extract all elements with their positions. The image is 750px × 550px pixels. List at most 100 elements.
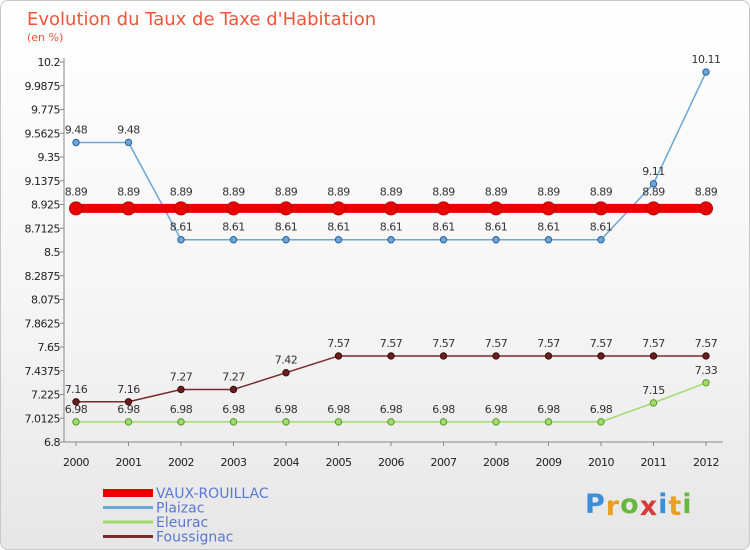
data-point-eleurac [72,418,80,426]
data-label-plaizac: 8.61 [222,221,245,234]
data-label-eleurac: 6.98 [590,403,613,416]
data-label-vaux-rouillac: 8.89 [432,185,455,198]
data-label-foussignac: 7.27 [170,370,193,383]
data-label-vaux-rouillac: 8.89 [327,185,350,198]
data-point-foussignac [544,352,553,360]
data-label-vaux-rouillac: 8.89 [590,185,613,198]
data-label-eleurac: 6.98 [65,403,88,416]
chart-subtitle: (en %) [27,31,63,44]
data-point-vaux-rouillac [331,201,346,216]
data-point-eleurac [334,418,343,426]
data-point-eleurac [387,418,395,426]
logo-letter: P [585,489,606,520]
data-label-vaux-rouillac: 8.89 [117,185,140,198]
axes: 10.2 9.9875 9.775 9.5625 9.35 9.1375 8.925 8.71… [25,56,723,469]
data-label-plaizac: 8.61 [327,221,350,234]
logo-letter: i [658,489,669,520]
data-label-foussignac: 7.16 [117,383,140,396]
data-point-vaux-rouillac [226,201,241,216]
data-label-plaizac: 9.48 [117,123,140,136]
data-point-foussignac [492,352,500,360]
data-point-vaux-rouillac [279,201,293,216]
data-label-foussignac: 7.57 [590,337,613,350]
data-point-eleurac [597,418,605,426]
data-label-eleurac: 6.98 [485,403,508,416]
logo-letter: o [620,489,640,520]
chart-title: Evolution du Taux de Taxe d'Habitation [27,9,376,30]
x-tick-label: 2001 [116,456,142,469]
data-point-foussignac [72,398,80,406]
y-tick-label: 10.2 [38,56,61,69]
data-label-vaux-rouillac: 8.89 [170,185,193,198]
data-label-plaizac: 9.48 [65,123,88,136]
data-point-plaizac [439,236,448,244]
y-tick-label: 9.5625 [25,127,61,140]
legend-label-vaux-rouillac: VAUX-ROUILLAC [156,486,269,502]
data-point-foussignac [439,352,448,360]
data-point-vaux-rouillac [384,201,398,216]
y-tick-label: 7.0125 [25,412,61,425]
y-tick-label: 8.925 [31,199,60,212]
y-tick-label: 9.775 [31,104,60,117]
data-label-foussignac: 7.57 [432,337,455,350]
data-label-vaux-rouillac: 8.89 [65,185,88,198]
x-tick-label: 2006 [378,456,404,469]
data-point-eleurac [439,418,448,426]
logo-letter: r [605,491,621,522]
data-label-plaizac: 8.61 [485,221,508,234]
legend-label-plaizac: Plaizac [156,501,204,517]
data-label-eleurac: 6.98 [537,403,560,416]
data-label-eleurac: 6.98 [380,403,403,416]
x-tick-label: 2000 [63,456,89,469]
data-label-plaizac: 8.61 [170,221,193,234]
y-tick-label: 9.35 [38,151,61,164]
data-label-foussignac: 7.27 [222,370,245,383]
logo-letter: x [639,491,659,522]
y-tick-label: 8.2875 [25,270,61,283]
y-tick-label: 9.1375 [25,175,61,188]
series-layer: 9.48 9.48 8.61 8.61 8.61 8.61 8.61 8.61 8.61 8.61… [65,53,721,426]
data-label-plaizac: 8.61 [380,221,403,234]
data-label-vaux-rouillac: 8.89 [275,185,298,198]
x-tick-label: 2002 [168,456,194,469]
x-tick-label: 2003 [221,456,247,469]
x-tick-label: 2008 [483,456,509,469]
data-point-vaux-rouillac [646,201,661,216]
data-label-vaux-rouillac: 8.89 [642,185,665,198]
data-point-plaizac [387,236,395,244]
legend-label-eleurac: Eleurac [156,515,208,531]
data-label-vaux-rouillac: 8.89 [222,185,245,198]
y-tick-label: 8.5 [44,246,60,259]
data-label-foussignac: 7.57 [642,337,665,350]
y-tick-label: 7.225 [31,389,60,402]
data-point-plaizac [649,180,658,188]
logo-letter: t [668,491,683,522]
data-label-plaizac: 8.61 [275,221,298,234]
x-tick-label: 2009 [536,456,562,469]
y-tick-label: 7.8625 [25,317,61,330]
data-label-vaux-rouillac: 8.89 [695,185,718,198]
data-label-vaux-rouillac: 8.89 [380,185,403,198]
y-tick-label: 7.65 [38,341,61,354]
data-label-vaux-rouillac: 8.89 [537,185,560,198]
y-tick-label: 8.075 [31,294,60,307]
data-point-plaizac [544,236,553,244]
data-point-eleurac [282,418,290,426]
y-tick-label: 7.4375 [25,365,61,378]
data-label-foussignac: 7.57 [380,337,403,350]
data-point-vaux-rouillac [541,201,556,216]
data-label-foussignac: 7.57 [537,337,560,350]
x-tick-label: 2011 [641,456,667,469]
data-point-vaux-rouillac [121,201,136,216]
x-tick-label: 2004 [273,456,299,469]
data-point-foussignac [597,352,605,360]
y-tick-label: 6.8 [44,436,60,449]
data-point-plaizac [177,236,185,244]
data-point-foussignac [124,398,133,406]
data-point-plaizac [229,236,238,244]
data-point-foussignac [177,385,185,394]
data-label-plaizac: 8.61 [537,221,560,234]
data-point-plaizac [334,236,343,244]
y-tick-label: 9.9875 [25,80,61,93]
